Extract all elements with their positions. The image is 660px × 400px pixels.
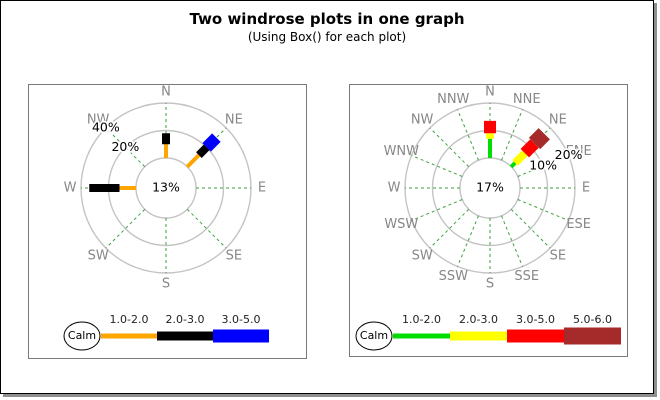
legend-bar-5.0-6.0 (564, 327, 621, 345)
direction-label-N: N (485, 85, 495, 100)
direction-label-E: E (258, 181, 266, 196)
direction-label-ENE: ENE (566, 144, 592, 159)
legend-bar-3.0-5.0 (507, 329, 564, 343)
legend-bar-3.0-5.0 (213, 329, 269, 343)
spoke-N-segment-1 (162, 133, 170, 145)
legend-calm-circle (355, 321, 393, 351)
spoke-NE-segment-0 (185, 153, 201, 169)
ring-label-40%: 40% (92, 119, 120, 134)
graph-title: Two windrose plots in one graph (189, 10, 465, 28)
spoke-NE-segment-2 (520, 139, 539, 158)
ring-circle-40% (80, 102, 252, 274)
spoke-NE-segment-3 (528, 128, 550, 150)
windrose-panel-left: N NE E SE S SW W NW 13% 20% 40% Calm 1.0-2.0 2.0-3.0 3… (28, 84, 307, 359)
direction-label-SW: SW (88, 248, 109, 263)
direction-label-NW: NW (87, 113, 110, 128)
spoke-N-segment-1 (486, 133, 494, 139)
direction-label-WNW: WNW (384, 144, 420, 159)
direction-label-NE: NE (225, 113, 243, 128)
graph-frame: Two windrose plots in one graph (Using B… (0, 0, 654, 394)
spoke-NE-segment-1 (196, 144, 210, 158)
direction-label-ESE: ESE (566, 217, 591, 232)
legend-calm-label: Calm (68, 329, 96, 342)
direction-label-WSW: WSW (384, 217, 418, 232)
direction-label-S: S (162, 277, 170, 292)
ring-label-20%: 20% (111, 139, 139, 154)
direction-label-SSW: SSW (439, 269, 469, 284)
ring-circle-20% (404, 102, 576, 274)
spoke-NE-segment-0 (509, 161, 517, 169)
legend-calm-circle (63, 321, 101, 351)
direction-label-NNE: NNE (513, 92, 541, 107)
spoke-NE-segment-2 (202, 133, 221, 152)
center-calm-label: 17% (476, 180, 504, 195)
legend-bar-label-1.0-2.0: 1.0-2.0 (402, 313, 441, 326)
direction-label-E: E (582, 181, 590, 196)
legend-bar-2.0-3.0 (450, 331, 507, 341)
windrose-panel-right: N NNE NE ENE E ESE SE SSE S SSW SW WSW W WNW NW NNW 17% 1… (349, 84, 628, 357)
spoke-W-segment-1 (89, 184, 120, 192)
spoke-N-segment-2 (484, 120, 496, 134)
direction-label-SSE: SSE (514, 269, 539, 284)
legend-bar-1.0-2.0 (101, 333, 157, 339)
legend-bar-label-2.0-3.0: 2.0-3.0 (166, 313, 205, 326)
ring-label-20%: 20% (555, 147, 583, 162)
direction-label-W: W (64, 181, 77, 196)
direction-label-N: N (161, 85, 171, 100)
legend-bar-label-3.0-5.0: 3.0-5.0 (516, 313, 555, 326)
center-calm-label: 13% (152, 180, 180, 195)
legend-bar-label-2.0-3.0: 2.0-3.0 (459, 313, 498, 326)
spoke-NE-segment-1 (512, 150, 528, 166)
spoke-N-segment-0 (164, 144, 168, 158)
spoke-N-segment-0 (488, 138, 492, 158)
spoke-W-segment-0 (119, 186, 136, 190)
direction-label-W: W (388, 181, 401, 196)
legend-bar-label-1.0-2.0: 1.0-2.0 (110, 313, 149, 326)
graph-subtitle: (Using Box() for each plot) (247, 30, 407, 44)
direction-label-NE: NE (549, 113, 567, 128)
direction-label-NNW: NNW (437, 92, 469, 107)
legend-bar-label-5.0-6.0: 5.0-6.0 (573, 313, 612, 326)
legend-bar-1.0-2.0 (393, 333, 450, 339)
windrose-chart-left: N NE E SE S SW W NW 13% 20% 40% Calm 1.0-2.0 2.0-3.0 3… (63, 85, 269, 351)
direction-label-S: S (486, 277, 494, 292)
graph-header: Two windrose plots in one graph (Using B… (1, 1, 653, 44)
direction-label-SE: SE (550, 248, 566, 263)
legend-bar-label-3.0-5.0: 3.0-5.0 (222, 313, 261, 326)
direction-label-SE: SE (226, 248, 242, 263)
ring-label-10%: 10% (529, 157, 557, 172)
direction-label-SW: SW (412, 248, 433, 263)
legend-calm-label: Calm (360, 329, 388, 342)
direction-label-NW: NW (411, 113, 434, 128)
legend-bar-2.0-3.0 (157, 331, 213, 341)
